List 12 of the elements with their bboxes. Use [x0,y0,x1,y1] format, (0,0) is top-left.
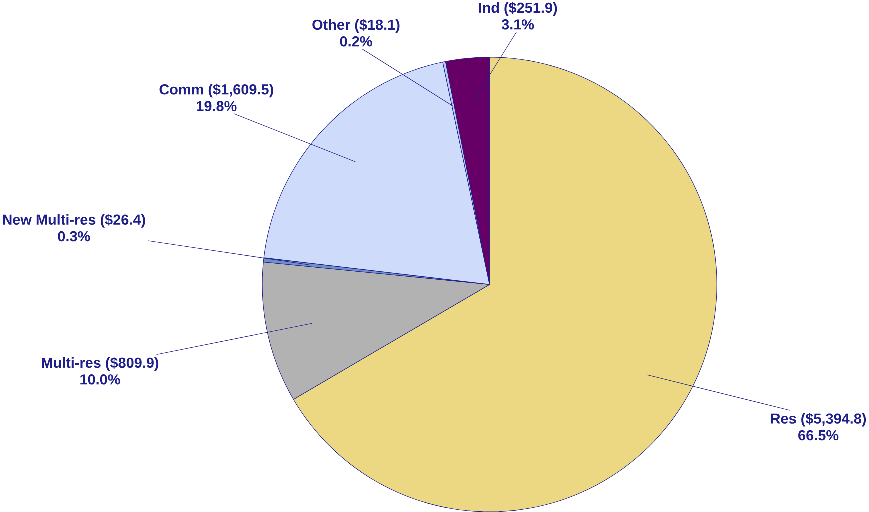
slice-label: Other ($18.1) [312,19,400,33]
data-label: 0.2% [340,36,372,47]
slice-label: Multi-res ($809.9) [42,357,159,371]
data-label: 3.1% [502,19,534,30]
slice-label: Ind ($251.9) [479,2,558,16]
slice-label: Comm ($1,609.5) [160,84,274,98]
data-label: 19.8% [197,101,237,112]
data-label: 0.3% [58,231,90,242]
slice-label: Res ($5,394.8) [771,412,866,427]
data-label: 10.0% [80,374,120,385]
slice-label: New Multi-res ($26.4) [3,214,146,228]
data-label: 66.5% [798,430,839,440]
